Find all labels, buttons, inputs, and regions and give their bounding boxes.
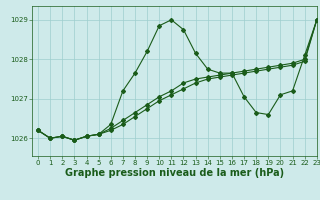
X-axis label: Graphe pression niveau de la mer (hPa): Graphe pression niveau de la mer (hPa) — [65, 168, 284, 178]
